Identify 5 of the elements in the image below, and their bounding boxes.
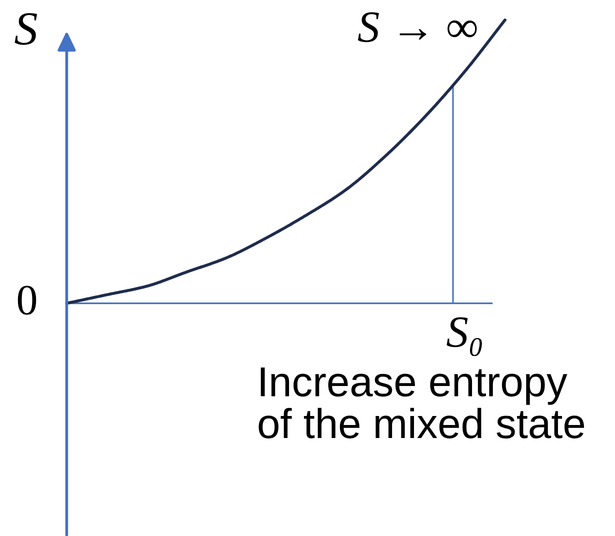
text: 0: [18, 286, 36, 315]
y-axis-title: S: [14, 13, 38, 45]
annotation: S → ∞: [358, 12, 477, 42]
text: S₀: [446, 317, 482, 356]
x-axis-title: Increase entropy of the mixed state: [258, 368, 584, 438]
